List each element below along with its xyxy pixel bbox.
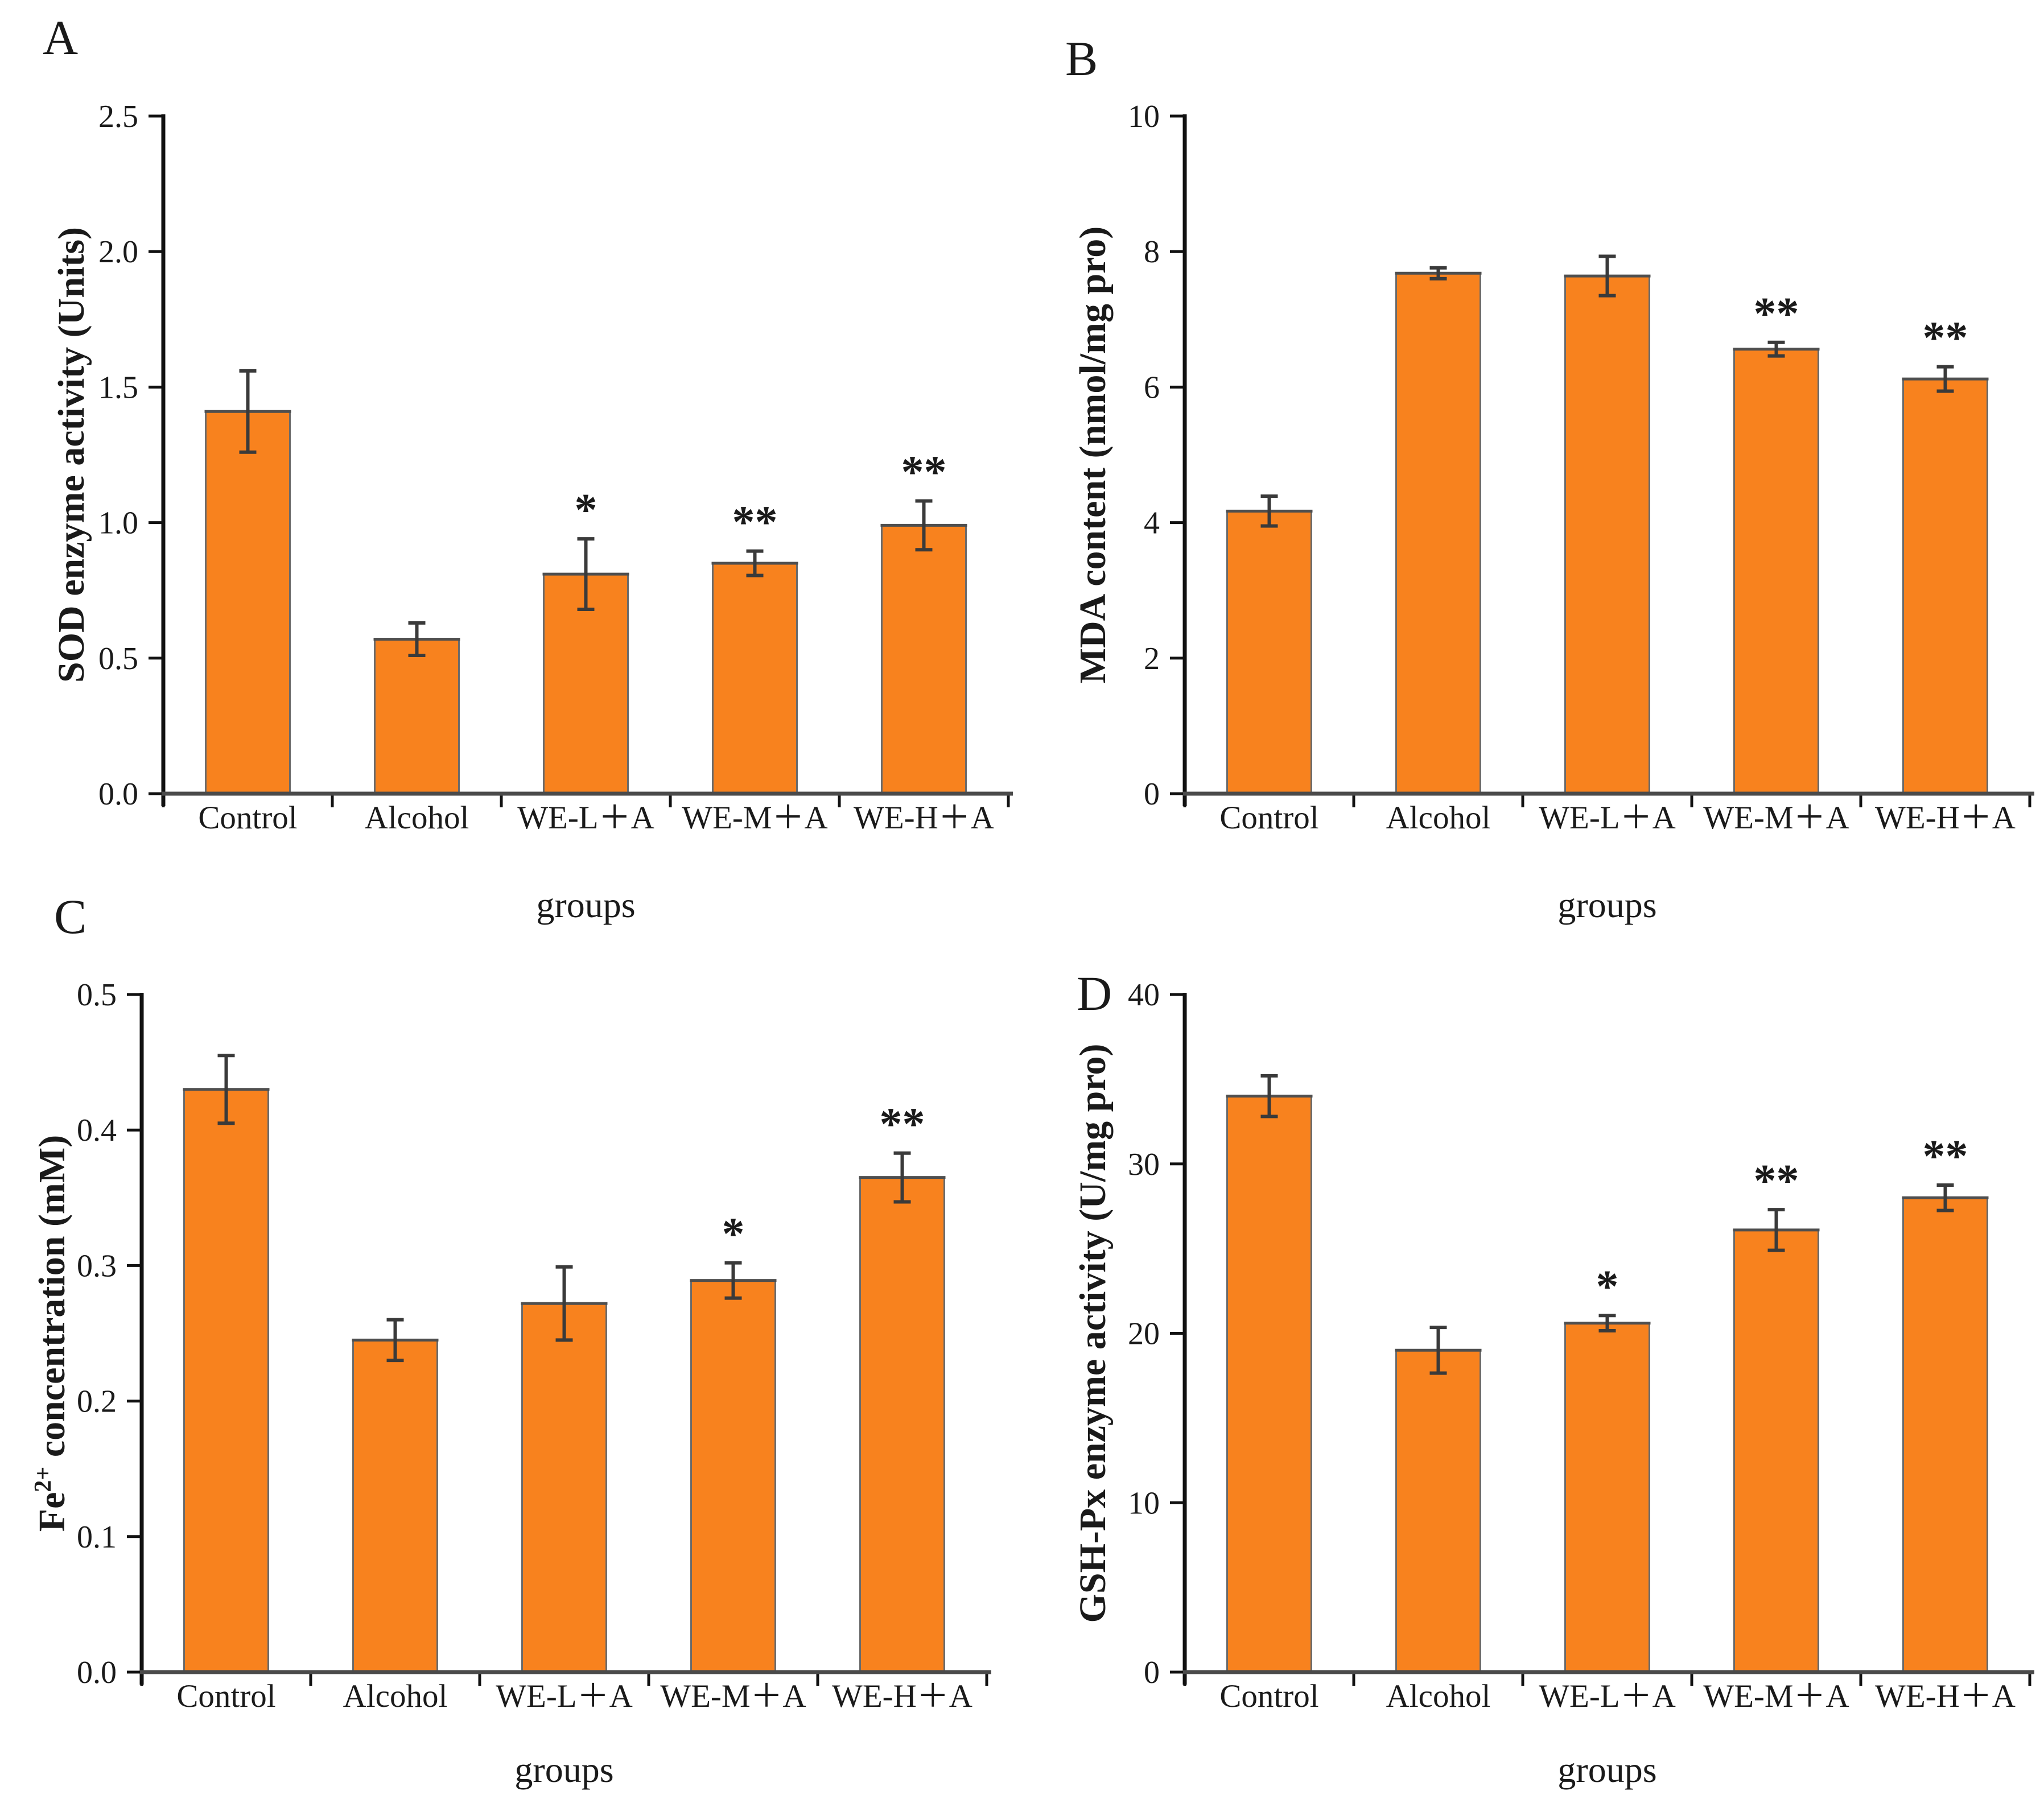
y-axis-title-part: concentration (mM) — [31, 1135, 73, 1467]
category-label: Alcohol — [343, 1678, 448, 1714]
y-tick-label: 6 — [1144, 370, 1160, 405]
category-label: Control — [176, 1678, 275, 1714]
category-label: WE-L＋A — [496, 1678, 633, 1714]
y-tick-label: 1.0 — [98, 506, 138, 541]
x-axis-title: groups — [536, 885, 635, 925]
bar-we-h-a — [1902, 378, 1988, 795]
y-axis-title: MDA content (nmol/mg pro) — [1072, 226, 1114, 684]
y-tick-label: 1.5 — [98, 370, 138, 405]
significance-marker: ** — [901, 447, 947, 497]
y-axis-title: GSH-Px enzyme activity (U/mg pro) — [1072, 1044, 1114, 1623]
panel-a-chart: A SOD enzyme activity (Units) 0.0 0.5 1.0 1.5… — [43, 10, 1013, 925]
y-tick-label: 0.2 — [77, 1384, 117, 1420]
category-label: Control — [1219, 800, 1318, 836]
bar-control — [205, 410, 291, 795]
significance-marker: ** — [1754, 1156, 1799, 1206]
category-label: WE-H＋A — [1875, 800, 2016, 836]
bar-we-l-a — [1564, 275, 1650, 795]
bar-we-m-a — [1733, 348, 1819, 795]
bar-we-m-a — [712, 562, 798, 795]
bar-control — [183, 1088, 269, 1673]
panel-letter-d: D — [1077, 966, 1112, 1021]
y-axis-title: SOD enzyme activity (Units) — [51, 227, 92, 683]
bar-alcohol — [374, 638, 460, 795]
y-tick-label: 4 — [1144, 506, 1160, 541]
category-label: WE-M＋A — [1703, 800, 1849, 836]
bar-alcohol — [1395, 1349, 1481, 1673]
category-label: WE-H＋A — [854, 800, 994, 836]
y-tick-label: 2.0 — [98, 234, 138, 270]
y-tick-label: 10 — [1128, 1485, 1160, 1521]
significance-marker: * — [1596, 1262, 1619, 1312]
y-axis-title-part: Fe — [31, 1492, 73, 1532]
y-tick-label: 0.4 — [77, 1113, 117, 1148]
bar-we-l-a — [1564, 1322, 1650, 1673]
bar-alcohol — [352, 1339, 438, 1673]
y-tick-label: 0.1 — [77, 1520, 117, 1555]
category-label: WE-H＋A — [832, 1678, 972, 1714]
y-tick-label: 0.0 — [77, 1655, 117, 1690]
category-label: Control — [1219, 1678, 1318, 1714]
x-axis-title: groups — [1557, 885, 1656, 925]
category-label: WE-L＋A — [1539, 800, 1676, 836]
y-tick-label: 0 — [1144, 1655, 1160, 1690]
significance-marker: ** — [1923, 1132, 1968, 1182]
y-tick-label: 2.5 — [98, 99, 138, 134]
bar-we-m-a — [690, 1280, 776, 1673]
y-tick-label: 8 — [1144, 234, 1160, 270]
category-label: Alcohol — [1386, 1678, 1491, 1714]
x-axis-title: groups — [514, 1749, 613, 1790]
y-tick-label: 20 — [1128, 1317, 1160, 1352]
panel-letter-b: B — [1065, 31, 1098, 86]
y-tick-label: 30 — [1128, 1147, 1160, 1182]
y-axis-title-part: GSH-Px enzyme activity (U/mg pro) — [1072, 1044, 1114, 1623]
y-axis-title: Fe2+ concentration (mM) — [30, 1135, 73, 1532]
bar-we-h-a — [881, 524, 967, 795]
panel-b-chart: B MDA content (nmol/mg pro) 0 2 4 6 8 10 Control… — [1065, 31, 2034, 925]
y-tick-label: 2 — [1144, 641, 1160, 676]
category-label: WE-M＋A — [660, 1678, 806, 1714]
bar-we-h-a — [1902, 1196, 1988, 1673]
bar-we-m-a — [1733, 1229, 1819, 1673]
bar-control — [1226, 510, 1312, 795]
y-tick-label: 10 — [1128, 99, 1160, 134]
category-label: WE-H＋A — [1875, 1678, 2016, 1714]
y-tick-label: 0.0 — [98, 777, 138, 812]
bar-control — [1226, 1095, 1312, 1673]
y-tick-label: 0 — [1144, 777, 1160, 812]
bar-we-l-a — [521, 1302, 607, 1673]
category-label: Alcohol — [365, 800, 469, 836]
significance-marker: * — [722, 1210, 745, 1260]
bar-we-h-a — [859, 1177, 945, 1673]
category-label: WE-M＋A — [1703, 1678, 1849, 1714]
significance-marker: ** — [732, 498, 778, 548]
panel-d-chart: D GSH-Px enzyme activity (U/mg pro) 0 10 20 3… — [1072, 966, 2034, 1790]
y-tick-label: 0.5 — [77, 977, 117, 1013]
significance-marker: ** — [1754, 289, 1799, 339]
category-label: WE-L＋A — [1539, 1678, 1676, 1714]
panel-letter-a: A — [43, 10, 78, 65]
y-tick-label: 40 — [1128, 977, 1160, 1013]
category-label: WE-L＋A — [517, 800, 654, 836]
y-axis-title-part: 2+ — [30, 1467, 56, 1492]
x-axis-title: groups — [1557, 1749, 1656, 1790]
y-axis-title-part: MDA content (nmol/mg pro) — [1072, 226, 1114, 684]
bar-alcohol — [1395, 272, 1481, 795]
y-tick-label: 0.5 — [98, 641, 138, 676]
panel-c-chart: C Fe2+ concentration (mM) 0.0 0.1 0.2 0.3 0.4 0… — [30, 889, 991, 1790]
category-label: Control — [198, 800, 297, 836]
significance-marker: * — [575, 485, 597, 535]
significance-marker: ** — [1923, 313, 1968, 364]
category-label: WE-M＋A — [682, 800, 827, 836]
y-axis-title-part: SOD enzyme activity (Units) — [51, 227, 92, 683]
y-tick-label: 0.3 — [77, 1248, 117, 1284]
panel-letter-c: C — [54, 889, 86, 944]
significance-marker: ** — [880, 1100, 925, 1150]
category-label: Alcohol — [1386, 800, 1491, 836]
